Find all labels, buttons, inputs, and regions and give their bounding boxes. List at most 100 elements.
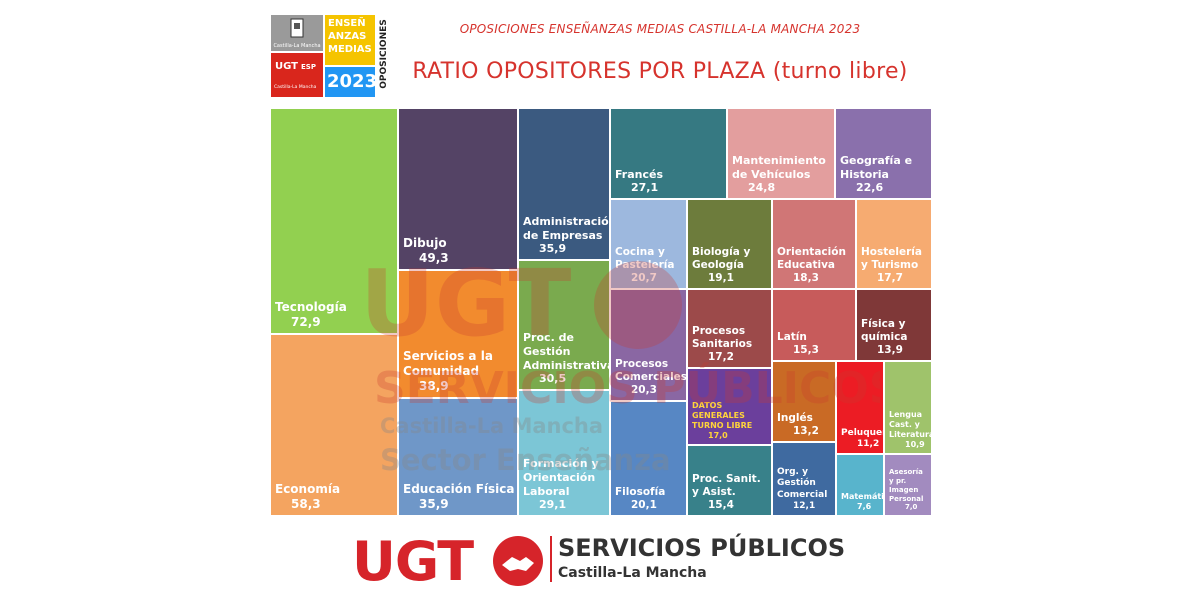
ugt-region-text: Castilla-La Mancha	[274, 85, 317, 90]
treemap-cell-name: Proc. de Gestión Administrativa	[523, 331, 610, 372]
treemap-cell-label: Educación Física 35,9	[403, 482, 515, 512]
ensenanzas-box: ENSEÑ ANZAS MEDIAS	[325, 15, 375, 65]
treemap-cell-label: Filosofía 20,1	[615, 486, 684, 512]
treemap-cell-label: Dibujo 49,3	[403, 236, 515, 266]
treemap-cell-label: Tecnología 72,9	[275, 300, 395, 330]
treemap-cell-name: Filosofía	[615, 485, 666, 498]
treemap-cell-name: Peluquería	[841, 427, 883, 438]
treemap-cell: Física y química 13,9	[856, 289, 932, 361]
treemap-cell-name: DATOS GENERALES TURNO LIBRE	[692, 401, 753, 430]
treemap-cell: Hostelería y Turismo 17,7	[856, 199, 932, 289]
treemap-cell: Filosofía 20,1	[610, 401, 687, 516]
treemap-cell-label: Biología y Geología 19,1	[692, 246, 769, 285]
treemap-cell-name: Física y química	[861, 317, 908, 343]
ugt-logo-text: UGT	[275, 61, 298, 72]
oposiciones-vertical-text: OPOSICIONES	[379, 19, 389, 89]
handshake-icon	[493, 536, 543, 586]
treemap-cell-value: 58,3	[291, 497, 321, 511]
esp-logo-text: ESP	[301, 63, 316, 71]
treemap-cell-value: 10,9	[905, 440, 925, 449]
treemap-cell-name: Servicios a la Comunidad	[403, 349, 493, 378]
treemap-cell-label: Proc. Sanit. y Asist. 15,4	[692, 473, 769, 512]
treemap-cell-value: 7,6	[857, 502, 872, 511]
treemap-cell-value: 49,3	[419, 251, 449, 265]
treemap-cell-value: 17,2	[708, 350, 734, 363]
treemap-cell: Cocina y Pastelería 20,7	[610, 199, 687, 289]
treemap-cell: Asesoría y pr. Imagen Personal 7,0	[884, 454, 932, 516]
year-badge: 2023	[325, 67, 378, 97]
treemap-cell: Proc. de Gestión Administrativa 30,5	[518, 260, 610, 390]
treemap-cell: Mantenimiento de Vehículos 24,8	[727, 108, 835, 199]
treemap-cell-value: 35,9	[419, 497, 449, 511]
treemap-cell: Matemáticas7,6	[836, 454, 884, 516]
ensenanzas-line-3: MEDIAS	[328, 44, 372, 55]
treemap-cell-name: Francés	[615, 167, 664, 181]
treemap-cell-name: Orientación Educativa	[777, 245, 846, 271]
treemap-cell-name: Economía	[275, 482, 341, 496]
treemap-cell-name: Asesoría y pr. Imagen Personal	[889, 468, 924, 503]
treemap-cell: Latín 15,3	[772, 289, 856, 361]
treemap-cell: Dibujo 49,3	[398, 108, 518, 270]
chart-title: RATIO OPOSITORES POR PLAZA (turno libre)	[412, 59, 908, 84]
treemap-cell-label: Administración de Empresas 35,9	[523, 215, 609, 256]
treemap-cell: Proc. Sanit. y Asist. 15,4	[687, 445, 772, 516]
treemap-cell-value: 15,3	[793, 343, 819, 356]
treemap-cell-label: Orientación Educativa 18,3	[777, 246, 853, 285]
treemap-cell: Economía 58,3	[270, 334, 398, 516]
treemap-cell-label: Procesos Sanitarios 17,2	[692, 325, 769, 364]
treemap-cell-label: Geografía e Historia 22,6	[840, 154, 929, 195]
treemap-cell-label: DATOS GENERALES TURNO LIBRE 17,0	[692, 401, 769, 441]
ugt-esp-logo: UGT ESP Castilla-La Mancha	[271, 53, 323, 97]
treemap-cell-name: Inglés	[777, 411, 813, 424]
treemap-cell-name: Latín	[777, 330, 807, 343]
treemap-cell-value: 22,6	[856, 181, 884, 195]
treemap-cell-value: 17,7	[877, 271, 903, 284]
treemap-cell: Orientación Educativa 18,3	[772, 199, 856, 289]
treemap-cell-name: Tecnología	[275, 300, 347, 314]
treemap-cell: Servicios a la Comunidad 38,9	[398, 270, 518, 398]
treemap-cell-label: Matemáticas7,6	[841, 492, 883, 512]
treemap-cell: Procesos Comerciales 20,3	[610, 289, 687, 401]
treemap-cell-name: Dibujo	[403, 236, 447, 250]
treemap-cell: Inglés 13,2	[772, 361, 836, 442]
treemap-cell-name: Lengua Cast. y Literatura	[889, 410, 932, 439]
treemap-cell: Lengua Cast. y Literatura 10,9	[884, 361, 932, 454]
treemap-cell-value: 35,9	[539, 242, 567, 256]
treemap-cell-label: Formación y Orientación Laboral 29,1	[523, 457, 607, 512]
treemap-cell-name: Procesos Comerciales	[615, 357, 687, 383]
treemap-cell: Geografía e Historia 22,6	[835, 108, 932, 199]
ensenanzas-line-1: ENSEÑ	[328, 18, 366, 29]
oposiciones-vertical: OPOSICIONES	[377, 15, 391, 97]
treemap-cell-value: 19,1	[708, 271, 734, 284]
treemap-cell-value: 12,1	[793, 500, 816, 511]
oposiciones-logo: Castilla-La Mancha ENSEÑ ANZAS MEDIAS UG…	[271, 15, 391, 97]
treemap-cell: Org. y Gestión Comercial 12,1	[772, 442, 836, 516]
region-text: Castilla-La Mancha	[273, 43, 320, 49]
treemap-cell-value: 20,3	[631, 383, 657, 396]
treemap-cell-value: 27,1	[631, 181, 659, 195]
treemap-cell-name: Educación Física	[403, 482, 515, 496]
treemap-cell-label: Asesoría y pr. Imagen Personal 7,0	[889, 468, 929, 512]
treemap-cell-label: Servicios a la Comunidad 38,9	[403, 349, 515, 394]
treemap-cell-label: Hostelería y Turismo 17,7	[861, 246, 929, 285]
treemap-cell-name: Org. y Gestión Comercial	[777, 467, 828, 500]
treemap-cell-label: Economía 58,3	[275, 482, 395, 512]
treemap-cell: Peluquería11,2	[836, 361, 884, 454]
region-logo: Castilla-La Mancha	[271, 15, 323, 51]
footer-region: Castilla-La Mancha	[558, 565, 707, 581]
treemap-cell: Administración de Empresas 35,9	[518, 108, 610, 260]
footer-logo: UGT SERVICIOS PÚBLICOS Castilla-La Manch…	[352, 530, 852, 593]
treemap-cell-label: Francés 27,1	[615, 168, 724, 196]
chart-subtitle: OPOSICIONES ENSEÑANZAS MEDIAS CASTILLA-L…	[459, 22, 861, 36]
treemap-cell-label: Org. y Gestión Comercial 12,1	[777, 467, 833, 512]
treemap-cell-value: 18,3	[793, 271, 819, 284]
treemap-cell-value: 38,9	[419, 379, 449, 393]
treemap-cell-name: Proc. Sanit. y Asist.	[692, 472, 761, 498]
footer-service: SERVICIOS PÚBLICOS	[558, 534, 846, 562]
treemap-cell-value: 29,1	[539, 498, 567, 512]
footer-brand: UGT	[352, 530, 474, 593]
year-text: 2023	[327, 71, 378, 92]
treemap-cell-value: 15,4	[708, 498, 734, 511]
treemap-cell-name: Procesos Sanitarios	[692, 324, 753, 350]
treemap-cell-label: Física y química 13,9	[861, 318, 929, 357]
